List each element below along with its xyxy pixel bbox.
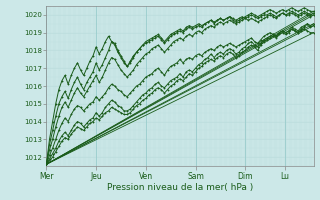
X-axis label: Pression niveau de la mer( hPa ): Pression niveau de la mer( hPa ) xyxy=(107,183,253,192)
